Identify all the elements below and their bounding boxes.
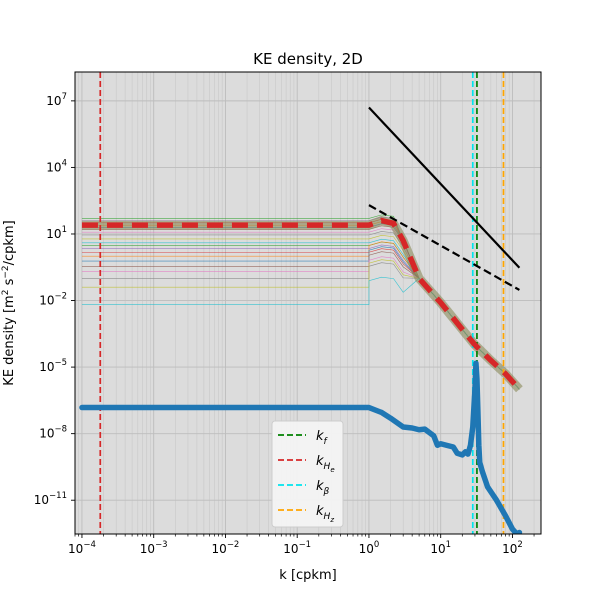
legend-label: kHe bbox=[316, 454, 335, 474]
legend-label-base: k bbox=[316, 429, 324, 444]
x-tick-label: 101 bbox=[430, 540, 451, 556]
y-tick-label-base: 10 bbox=[46, 227, 61, 241]
x-tick-label-base: 10 bbox=[283, 542, 298, 556]
legend-label-base: k bbox=[316, 479, 324, 494]
x-tick-label-exponent: −3 bbox=[155, 540, 168, 550]
y-tick-label: 10−2 bbox=[39, 292, 67, 308]
legend-label-base: k bbox=[316, 504, 324, 519]
y-tick-label: 10−8 bbox=[39, 425, 67, 441]
legend-label: kβ bbox=[316, 479, 330, 497]
y-tick-label: 10−11 bbox=[34, 491, 67, 507]
x-tick-label-exponent: −2 bbox=[227, 540, 240, 550]
x-axis-label: k [cpkm] bbox=[279, 568, 336, 583]
x-tick-label: 102 bbox=[502, 540, 523, 556]
legend-box bbox=[271, 420, 344, 528]
y-tick-label-exponent: −11 bbox=[49, 491, 67, 501]
x-tick-label-base: 10 bbox=[140, 542, 155, 556]
x-tick-label-base: 10 bbox=[359, 542, 374, 556]
reference-slope-line bbox=[368, 106, 521, 269]
legend-label: kf bbox=[316, 429, 329, 447]
chart-title: KE density, 2D bbox=[253, 50, 363, 68]
y-axis-label: KE density [m2 s−2/cpkm] bbox=[1, 220, 17, 385]
x-tick-label: 10−2 bbox=[212, 540, 240, 556]
y-axis-label-part: −2 bbox=[1, 265, 11, 278]
legend-label-subscript: H bbox=[324, 512, 331, 522]
x-tick-label: 100 bbox=[359, 540, 380, 556]
data-area bbox=[79, 72, 523, 534]
y-tick-label-exponent: −2 bbox=[54, 292, 67, 302]
x-tick-label: 10−1 bbox=[283, 540, 311, 556]
y-tick-label-base: 10 bbox=[39, 427, 54, 441]
x-tick-label-exponent: 2 bbox=[517, 540, 522, 550]
legend-label-subscript: β bbox=[323, 487, 330, 497]
legend-label-base: k bbox=[316, 454, 324, 469]
reference-slope-line bbox=[368, 204, 520, 291]
legend-label-subsubscript: e bbox=[330, 466, 334, 474]
x-tick-label-base: 10 bbox=[430, 542, 445, 556]
low-series-line bbox=[79, 360, 523, 534]
x-tick-label-base: 10 bbox=[212, 542, 227, 556]
legend-label: kHz bbox=[316, 504, 334, 524]
y-tick-label-base: 10 bbox=[39, 294, 54, 308]
y-tick-label-exponent: −5 bbox=[54, 358, 67, 368]
y-axis-label-part: s bbox=[2, 278, 17, 289]
axes: 10−4 10−3 10−2 10−1 100 101 10210−1110−810−510… bbox=[34, 92, 535, 556]
main-series-line bbox=[81, 217, 522, 392]
x-tick-label-exponent: 1 bbox=[446, 540, 451, 550]
x-tick-label-exponent: 0 bbox=[374, 540, 379, 550]
y-tick-label-exponent: 1 bbox=[62, 225, 67, 235]
x-tick-label: 10−4 bbox=[68, 540, 96, 556]
y-tick-label-base: 10 bbox=[46, 94, 61, 108]
x-tick-label: 10−3 bbox=[140, 540, 168, 556]
grid bbox=[75, 72, 541, 534]
y-tick-label-exponent: −8 bbox=[54, 425, 67, 435]
y-axis-label-part: KE density [m bbox=[2, 295, 17, 385]
y-tick-label-base: 10 bbox=[46, 160, 61, 174]
y-tick-label: 10−5 bbox=[39, 358, 67, 374]
y-tick-label: 104 bbox=[46, 158, 67, 174]
x-tick-label-exponent: −1 bbox=[299, 540, 312, 550]
y-axis-label-part: /cpkm] bbox=[2, 220, 17, 265]
y-tick-label-base: 10 bbox=[39, 360, 54, 374]
y-tick-label-exponent: 4 bbox=[62, 158, 67, 168]
x-tick-label-exponent: −4 bbox=[83, 540, 96, 550]
y-tick-label-base: 10 bbox=[34, 493, 49, 507]
legend-label-subscript: f bbox=[324, 437, 329, 447]
legend-label-subsubscript: z bbox=[329, 516, 334, 524]
plot-frame bbox=[74, 71, 542, 535]
x-tick-label-base: 10 bbox=[68, 542, 83, 556]
y-tick-label: 101 bbox=[46, 225, 67, 241]
x-tick-label-base: 10 bbox=[502, 542, 517, 556]
y-tick-label: 107 bbox=[46, 92, 67, 108]
y-tick-label-exponent: 7 bbox=[62, 92, 67, 102]
y-axis-label-part: 2 bbox=[1, 290, 11, 296]
legend-label-subscript: H bbox=[324, 462, 331, 472]
